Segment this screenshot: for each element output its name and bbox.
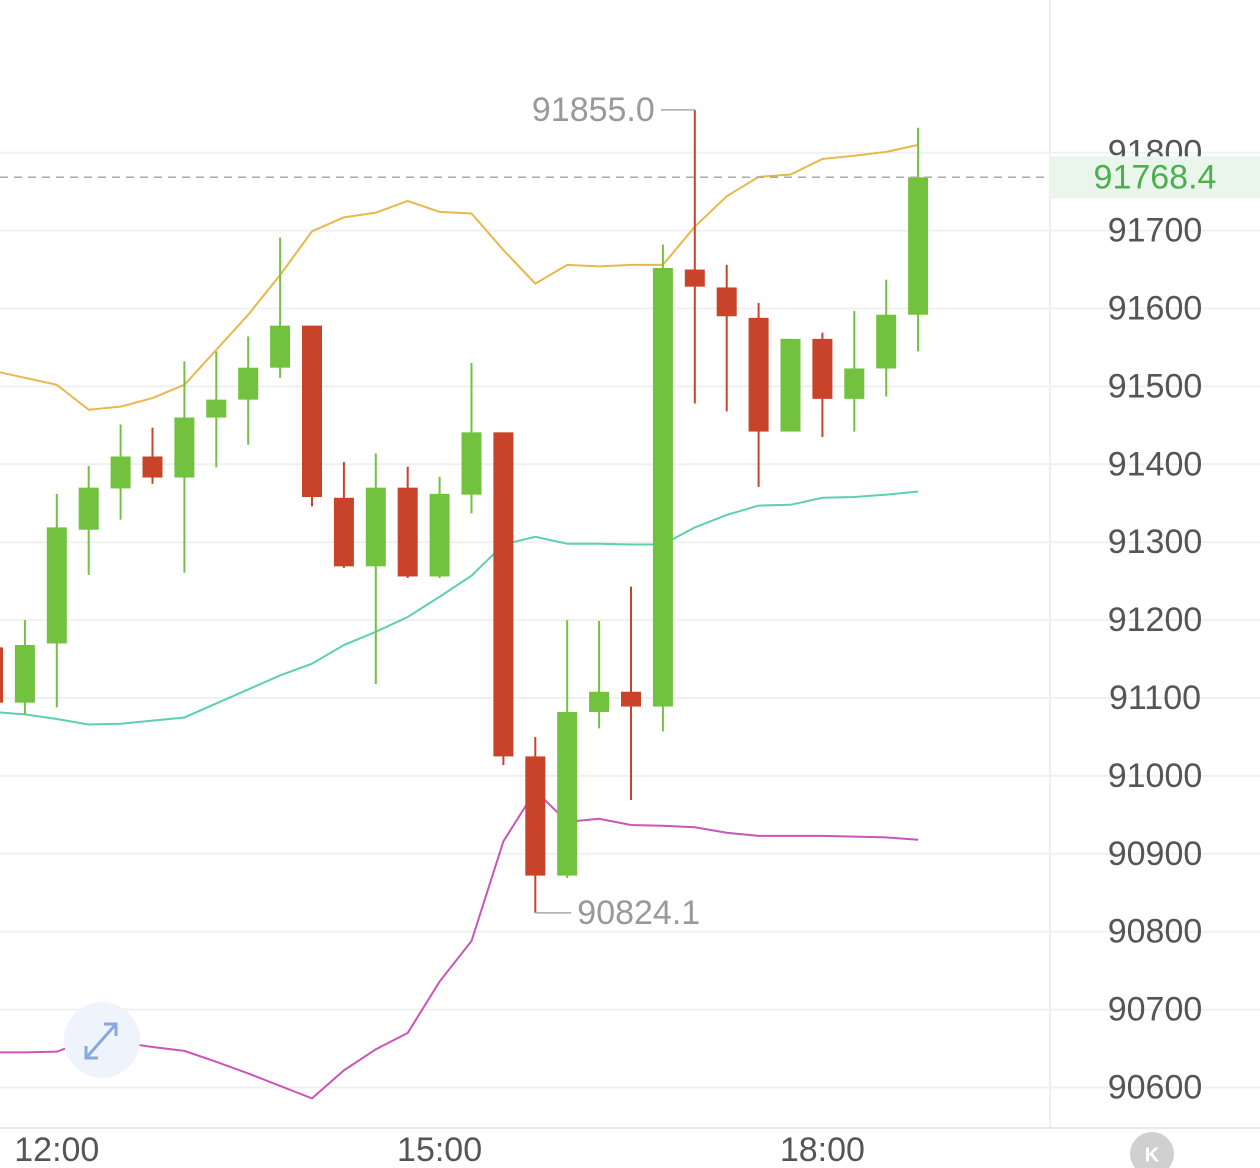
candle-body — [302, 325, 322, 498]
candle-body — [270, 325, 291, 368]
band-line — [0, 143, 919, 411]
y-tick-label: 91700 — [1108, 212, 1203, 250]
candle-body — [493, 432, 514, 757]
candle-body — [780, 338, 801, 432]
candle-body — [333, 497, 354, 567]
candle-body — [78, 487, 99, 530]
candle-body — [142, 456, 163, 478]
last-price-label: 91768.4 — [1094, 158, 1217, 196]
candle-body — [908, 177, 929, 315]
candle-body — [0, 647, 3, 703]
candle-body — [206, 399, 227, 418]
y-tick-label: 90900 — [1108, 835, 1203, 873]
zoom-button[interactable] — [64, 1002, 140, 1078]
y-tick-label: 91600 — [1108, 289, 1203, 327]
min-annotation: 90824.1 — [577, 894, 700, 932]
candle-body — [46, 527, 67, 644]
candle-body — [748, 317, 769, 432]
candle-body — [365, 487, 386, 567]
y-tick-label: 91500 — [1108, 367, 1203, 405]
candle-body — [716, 287, 737, 317]
candle-body — [429, 493, 450, 577]
y-tick-label: 91400 — [1108, 445, 1203, 483]
band-line — [0, 490, 919, 726]
candle-body — [525, 756, 546, 876]
x-tick-label: 18:00 — [780, 1131, 865, 1168]
y-tick-label: 90800 — [1108, 913, 1203, 951]
candle-body — [589, 691, 610, 713]
candle-body — [557, 712, 578, 876]
plot-layer: 90600 90700 90800 90900 91000 91100 91200 91300… — [0, 91, 1260, 1168]
max-annotation: 91855.0 — [532, 91, 655, 129]
y-tick-label: 90600 — [1108, 1068, 1203, 1106]
k-button-bg[interactable] — [1130, 1132, 1174, 1168]
candle-body — [461, 432, 482, 495]
candle-body — [652, 267, 673, 707]
candle-body — [812, 338, 833, 399]
y-tick-label: 91100 — [1109, 679, 1201, 717]
candle-body — [238, 367, 259, 400]
band-line — [0, 789, 919, 1100]
candle-body — [684, 269, 705, 287]
candle-body — [174, 417, 195, 478]
x-tick-label: 15:00 — [397, 1131, 482, 1168]
y-tick-label: 91300 — [1108, 523, 1203, 561]
candle-body — [844, 368, 865, 399]
candle-body — [397, 487, 418, 577]
x-tick-label: 12:00 — [14, 1131, 99, 1168]
zoom-icon — [84, 1022, 118, 1060]
k-button-label: K — [1145, 1144, 1160, 1166]
candle-body — [621, 691, 641, 707]
candle-body — [110, 456, 131, 489]
y-tick-label: 91000 — [1108, 757, 1203, 795]
candle-body — [14, 645, 35, 703]
last-price-box — [1050, 156, 1260, 199]
y-tick-label: 91200 — [1108, 601, 1203, 639]
candle-body — [876, 314, 897, 369]
k-button[interactable]: K — [1130, 1132, 1174, 1168]
y-tick-label: 90700 — [1108, 991, 1203, 1029]
